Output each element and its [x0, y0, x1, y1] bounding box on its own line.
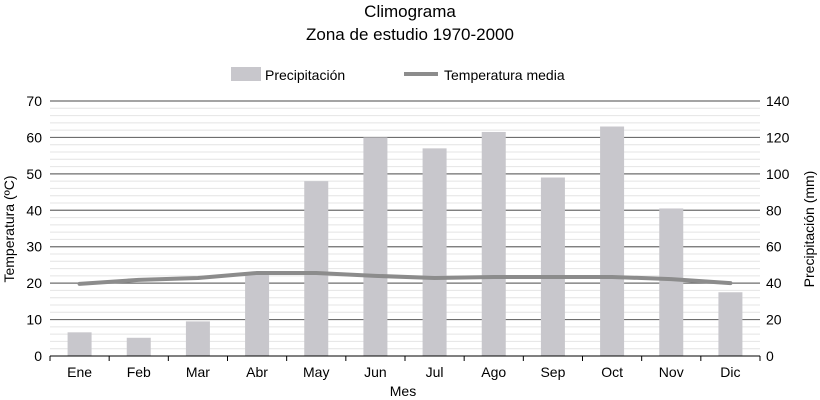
- legend: Precipitación Temperatura media: [231, 67, 565, 83]
- precipitacion-bar: [600, 126, 625, 356]
- y-left-tick-label: 60: [26, 129, 42, 145]
- x-tick-label: Nov: [659, 364, 684, 380]
- y-left-tick-label: 30: [26, 239, 42, 255]
- legend-label-precipitacion: Precipitación: [265, 67, 345, 83]
- precipitacion-bar: [126, 337, 151, 356]
- precipitacion-bar: [481, 131, 506, 356]
- y-right-tick-label: 80: [766, 202, 782, 218]
- x-tick-label: Sep: [540, 364, 565, 380]
- x-tick-label: Abr: [246, 364, 268, 380]
- precipitacion-bar: [185, 321, 210, 356]
- precipitacion-bar: [67, 332, 92, 356]
- y-right-tick-label: 0: [766, 348, 774, 364]
- y-right-tick-label: 60: [766, 239, 782, 255]
- precipitacion-bar: [422, 148, 447, 356]
- y-left-tick-label: 20: [26, 275, 42, 291]
- y-right-tick-label: 40: [766, 275, 782, 291]
- temperatura-line: [77, 270, 733, 286]
- y-left-tick-label: 10: [26, 312, 42, 328]
- legend-swatch-precipitacion: [231, 67, 261, 81]
- chart-subtitle: Zona de estudio 1970-2000: [306, 25, 514, 44]
- x-tick-label: Dic: [720, 364, 740, 380]
- x-tick-label: Ene: [67, 364, 92, 380]
- y-axis-right-label: Precipitación (mm): [801, 171, 817, 288]
- x-tick-label: May: [303, 364, 329, 380]
- x-tick-label: Jun: [364, 364, 387, 380]
- x-tick-label: Oct: [601, 364, 623, 380]
- y-right-tick-label: 140: [766, 93, 790, 109]
- y-axis-left-label: Temperatura (ºC): [1, 175, 17, 282]
- precipitacion-bar: [718, 292, 743, 356]
- precipitacion-bar: [363, 137, 388, 356]
- precipitacion-bar: [659, 208, 684, 356]
- y-right-tick-label: 100: [766, 166, 790, 182]
- y-right-tick-label: 20: [766, 312, 782, 328]
- precipitacion-bar: [540, 177, 565, 356]
- x-tick-label: Ago: [481, 364, 506, 380]
- x-tick-label: Feb: [127, 364, 151, 380]
- y-right-tick-label: 120: [766, 129, 790, 145]
- y-left-tick-label: 50: [26, 166, 42, 182]
- x-tick-label: Jul: [426, 364, 444, 380]
- precipitacion-bar: [245, 274, 270, 356]
- x-tick-label: Mar: [186, 364, 210, 380]
- y-left-tick-label: 70: [26, 93, 42, 109]
- y-left-tick-label: 0: [34, 348, 42, 364]
- precipitacion-bar: [304, 181, 329, 356]
- legend-label-temperatura: Temperatura media: [444, 67, 565, 83]
- x-axis-label: Mes: [390, 383, 416, 399]
- y-left-tick-label: 40: [26, 202, 42, 218]
- chart-title: Climograma: [364, 2, 456, 21]
